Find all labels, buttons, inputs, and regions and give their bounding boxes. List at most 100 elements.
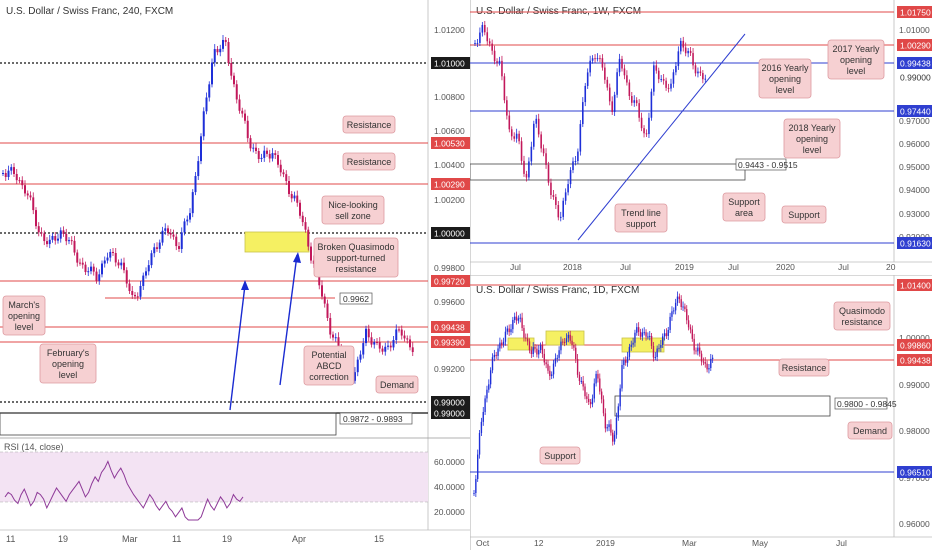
w1-candle bbox=[687, 50, 689, 54]
w1-price-tick: 0.93000 bbox=[899, 209, 930, 219]
w1-candle bbox=[496, 61, 498, 63]
w1-candle bbox=[608, 87, 611, 102]
h4-candle bbox=[32, 197, 35, 211]
h4-chart-panel[interactable]: U.S. Dollar / Swiss Franc, 240, FXCM 1.01… bbox=[0, 0, 470, 550]
w1-note: Support bbox=[788, 210, 820, 220]
d1-candle bbox=[704, 362, 706, 364]
h4-candle bbox=[370, 337, 373, 345]
price-label-bg bbox=[897, 39, 932, 51]
w1-candle bbox=[643, 128, 645, 134]
w1-candle bbox=[530, 146, 533, 162]
d1-candle bbox=[549, 370, 551, 377]
price-label-bg bbox=[897, 57, 932, 69]
d1-candle bbox=[606, 427, 608, 429]
d1-title: U.S. Dollar / Swiss Franc, 1D, FXCM bbox=[476, 285, 639, 296]
h4-note-bg bbox=[39, 343, 97, 384]
d1-candle bbox=[543, 353, 545, 363]
h4-arrow-head bbox=[241, 280, 249, 290]
h4-note-bg bbox=[303, 345, 355, 386]
price-label: 1.01000 bbox=[434, 59, 465, 69]
d1-candle bbox=[584, 386, 586, 397]
d1-chart[interactable]: U.S. Dollar / Swiss Franc, 1D, FXCM 1.000… bbox=[469, 274, 932, 550]
w1-price-tick: 0.97000 bbox=[899, 116, 930, 126]
d1-candle bbox=[615, 417, 618, 435]
d1-candle bbox=[588, 398, 590, 403]
d1-candle bbox=[711, 357, 714, 359]
d1-candle bbox=[667, 329, 669, 336]
w1-candle bbox=[484, 24, 486, 33]
h4-candle bbox=[406, 338, 409, 340]
d1-candle bbox=[563, 342, 566, 344]
d1-note: resistance bbox=[841, 317, 882, 327]
w1-x-tick: 2019 bbox=[675, 262, 694, 272]
h4-candle bbox=[257, 151, 260, 160]
h4-candle bbox=[310, 246, 312, 261]
d1-note-bg bbox=[833, 301, 891, 331]
d1-candle bbox=[621, 365, 623, 389]
d1-candle bbox=[477, 454, 479, 479]
h4-candle bbox=[381, 348, 384, 352]
d1-candle bbox=[662, 336, 664, 346]
d1-note: Demand bbox=[853, 426, 887, 436]
w1-candle bbox=[662, 79, 665, 81]
h4-candle bbox=[362, 343, 365, 355]
h4-candle bbox=[290, 194, 293, 199]
price-label: 0.97440 bbox=[900, 107, 931, 117]
d1-candle bbox=[634, 332, 636, 343]
h4-candle bbox=[7, 170, 10, 178]
price-label-bg bbox=[897, 105, 932, 117]
h4-candle bbox=[230, 62, 233, 76]
d1-candle bbox=[562, 341, 564, 343]
rsi-band bbox=[0, 452, 428, 502]
h4-candle bbox=[10, 167, 13, 171]
d1-candle bbox=[565, 338, 568, 343]
w1-note: opening bbox=[769, 74, 801, 84]
h4-candle bbox=[109, 251, 112, 258]
h4-price-tick: 0.99600 bbox=[434, 297, 465, 307]
w1-box-label: 0.9443 - 0.9515 bbox=[738, 160, 798, 170]
d1-candle bbox=[700, 353, 703, 362]
d1-candle bbox=[567, 334, 570, 339]
d1-candle bbox=[582, 380, 584, 387]
d1-candle bbox=[612, 432, 614, 442]
h4-abcd-leg-a bbox=[229, 284, 246, 411]
h4-candle bbox=[274, 153, 277, 156]
h4-box-label-bg bbox=[339, 292, 373, 305]
h4-note-bg bbox=[342, 152, 396, 171]
w1-candle bbox=[528, 161, 530, 178]
h4-candle bbox=[304, 222, 307, 230]
d1-candle bbox=[641, 332, 644, 337]
d1-candle bbox=[489, 370, 492, 385]
d1-chart-panel[interactable]: U.S. Dollar / Swiss Franc, 1D, FXCM 1.000… bbox=[469, 274, 932, 550]
d1-candle bbox=[695, 350, 697, 352]
h4-candle bbox=[59, 230, 62, 239]
h4-candle bbox=[70, 240, 73, 242]
w1-chart-panel[interactable]: U.S. Dollar / Swiss Franc, 1W, FXCM 1.010… bbox=[469, 0, 932, 275]
w1-candle bbox=[498, 60, 501, 63]
h4-candle bbox=[13, 167, 15, 174]
w1-candle bbox=[670, 83, 672, 89]
price-label-bg bbox=[431, 396, 470, 408]
h4-candle bbox=[112, 251, 114, 254]
d1-candle bbox=[525, 337, 527, 339]
d1-candle bbox=[532, 347, 534, 355]
w1-candle bbox=[552, 195, 555, 197]
w1-candle bbox=[520, 141, 523, 161]
w1-x-tick: Jul bbox=[510, 262, 521, 272]
w1-candle bbox=[682, 40, 685, 48]
d1-candle bbox=[630, 344, 632, 347]
price-label: 0.99000 bbox=[900, 73, 931, 83]
d1-candle bbox=[658, 347, 660, 349]
h4-candle bbox=[131, 291, 134, 295]
d1-candle bbox=[521, 317, 523, 329]
h4-chart[interactable]: U.S. Dollar / Swiss Franc, 240, FXCM 1.01… bbox=[0, 0, 470, 550]
w1-chart[interactable]: U.S. Dollar / Swiss Franc, 1W, FXCM1.010… bbox=[469, 0, 932, 275]
price-label: 0.99860 bbox=[900, 341, 931, 351]
price-label: 0.99438 bbox=[900, 59, 931, 69]
h4-candle bbox=[175, 236, 178, 247]
d1-candle bbox=[678, 296, 681, 300]
h4-candle bbox=[81, 262, 84, 265]
d1-candle bbox=[654, 357, 656, 359]
d1-candle bbox=[530, 350, 533, 355]
d1-candle bbox=[645, 332, 647, 337]
